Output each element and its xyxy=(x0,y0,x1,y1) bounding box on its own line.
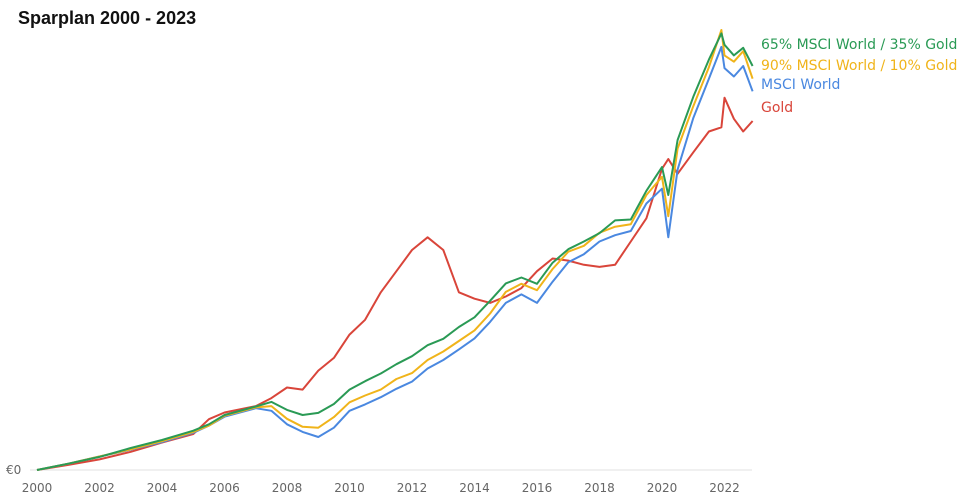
x-tick-label: 2010 xyxy=(334,481,365,495)
legend-entry: Gold xyxy=(761,100,793,116)
x-tick-label: 2006 xyxy=(209,481,240,495)
legend-entry: MSCI World xyxy=(761,77,840,93)
legend-entry: 65% MSCI World / 35% Gold xyxy=(761,37,957,53)
legend: 65% MSCI World / 35% Gold 90% MSCI World … xyxy=(761,37,957,116)
series-lines xyxy=(36,29,754,471)
x-tick-label: 2002 xyxy=(84,481,115,495)
series-line xyxy=(36,45,754,471)
x-tick-label: 2020 xyxy=(647,481,678,495)
series-line xyxy=(36,96,754,471)
x-tick-label: 2004 xyxy=(147,481,178,495)
legend-entry: 90% MSCI World / 10% Gold xyxy=(761,58,957,74)
series-line xyxy=(36,29,754,471)
x-tick-label: 2000 xyxy=(22,481,53,495)
chart-title: Sparplan 2000 - 2023 xyxy=(18,8,197,28)
x-tick-label: 2018 xyxy=(584,481,615,495)
x-tick-label: 2014 xyxy=(459,481,490,495)
x-tick-label: 2012 xyxy=(397,481,428,495)
x-tick-label: 2022 xyxy=(709,481,740,495)
x-tick-label: 2016 xyxy=(522,481,553,495)
x-tick-label: 2008 xyxy=(272,481,303,495)
series-line xyxy=(36,32,754,471)
x-tick-labels: 2000 2002 2004 2006 2008 2010 2012 2014 2016 2018… xyxy=(22,481,740,495)
y-tick-label: €0 xyxy=(6,463,21,477)
